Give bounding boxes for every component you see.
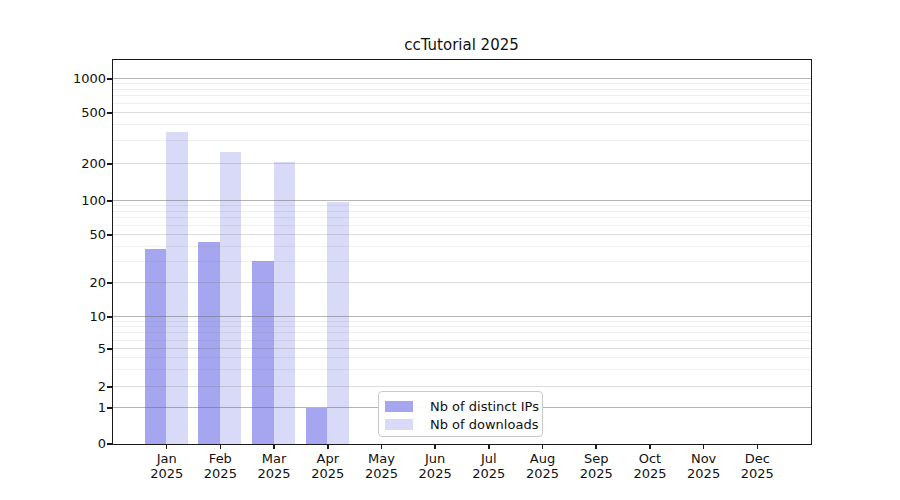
y-tick-label: 200 xyxy=(16,156,106,172)
y-tick-mark xyxy=(107,234,112,236)
legend-entry-downloads: Nb of downloads xyxy=(385,415,542,433)
x-tick-label-mar: Mar2025 xyxy=(246,451,302,481)
x-tick-mark xyxy=(434,444,436,449)
x-tick-mark xyxy=(327,444,329,449)
y-tick-mark xyxy=(107,282,112,284)
x-tick-label-may: May2025 xyxy=(353,451,409,481)
x-tick-mark xyxy=(488,444,490,449)
gridline xyxy=(113,163,811,164)
legend-label: Nb of downloads xyxy=(430,417,538,432)
gridline xyxy=(113,217,811,218)
legend-entry-distinct-ips: Nb of distinct IPs xyxy=(385,397,542,415)
gridline xyxy=(113,95,811,96)
legend-swatch-icon xyxy=(385,401,413,412)
x-tick-label-nov: Nov2025 xyxy=(676,451,732,481)
x-tick-mark xyxy=(381,444,383,449)
gridline xyxy=(113,211,811,212)
y-tick-mark xyxy=(107,386,112,388)
gridline xyxy=(113,140,811,141)
y-tick-mark xyxy=(107,348,112,350)
y-tick-label: 1 xyxy=(16,400,106,416)
x-tick-label-jul: Jul2025 xyxy=(461,451,517,481)
gridline xyxy=(113,386,811,387)
y-tick-label: 500 xyxy=(16,105,106,121)
y-tick-mark xyxy=(107,316,112,318)
gridline xyxy=(113,83,811,84)
x-tick-label-jan: Jan2025 xyxy=(139,451,195,481)
x-tick-label-oct: Oct2025 xyxy=(622,451,678,481)
y-tick-mark xyxy=(107,443,112,445)
y-tick-mark xyxy=(107,78,112,80)
chart-figure: ccTutorial 2025 01251020501002005001000 … xyxy=(0,0,900,500)
x-tick-mark xyxy=(220,444,222,449)
y-tick-mark xyxy=(107,112,112,114)
gridline xyxy=(113,357,811,358)
x-tick-mark xyxy=(649,444,651,449)
gridline xyxy=(113,321,811,322)
grid-layer xyxy=(113,60,811,444)
x-tick-mark xyxy=(757,444,759,449)
y-tick-label: 2 xyxy=(16,379,106,395)
legend: Nb of distinct IPs Nb of downloads xyxy=(378,391,543,437)
gridline xyxy=(113,340,811,341)
gridline xyxy=(113,124,811,125)
gridline xyxy=(113,200,811,201)
gridline xyxy=(113,234,811,235)
x-tick-label-sep: Sep2025 xyxy=(568,451,624,481)
x-tick-mark xyxy=(273,444,275,449)
y-tick-mark xyxy=(107,407,112,409)
x-tick-mark xyxy=(595,444,597,449)
x-tick-label-jun: Jun2025 xyxy=(407,451,463,481)
gridline xyxy=(113,246,811,247)
x-tick-mark xyxy=(542,444,544,449)
x-tick-label-feb: Feb2025 xyxy=(192,451,248,481)
legend-label: Nb of distinct IPs xyxy=(430,399,539,414)
y-tick-mark xyxy=(107,163,112,165)
chart-title: ccTutorial 2025 xyxy=(112,36,811,54)
gridline xyxy=(113,282,811,283)
gridline xyxy=(113,112,811,113)
x-tick-mark xyxy=(166,444,168,449)
gridline xyxy=(113,103,811,104)
y-tick-label: 50 xyxy=(16,227,106,243)
gridline xyxy=(113,225,811,226)
y-tick-label: 5 xyxy=(16,341,106,357)
y-tick-label: 20 xyxy=(16,275,106,291)
x-tick-label-aug: Aug2025 xyxy=(515,451,571,481)
gridline xyxy=(113,369,811,370)
x-tick-label-apr: Apr2025 xyxy=(300,451,356,481)
gridline xyxy=(113,261,811,262)
gridline xyxy=(113,326,811,327)
plot-area xyxy=(112,59,812,445)
gridline xyxy=(113,332,811,333)
y-tick-mark xyxy=(107,200,112,202)
gridline xyxy=(113,316,811,317)
y-tick-label: 100 xyxy=(16,193,106,209)
gridline xyxy=(113,78,811,79)
gridline xyxy=(113,205,811,206)
legend-swatch-icon xyxy=(385,419,413,430)
gridline xyxy=(113,89,811,90)
x-tick-mark xyxy=(703,444,705,449)
gridline xyxy=(113,348,811,349)
x-tick-label-dec: Dec2025 xyxy=(729,451,785,481)
y-tick-label: 1000 xyxy=(16,71,106,87)
y-tick-label: 0 xyxy=(16,436,106,452)
y-tick-label: 10 xyxy=(16,309,106,325)
